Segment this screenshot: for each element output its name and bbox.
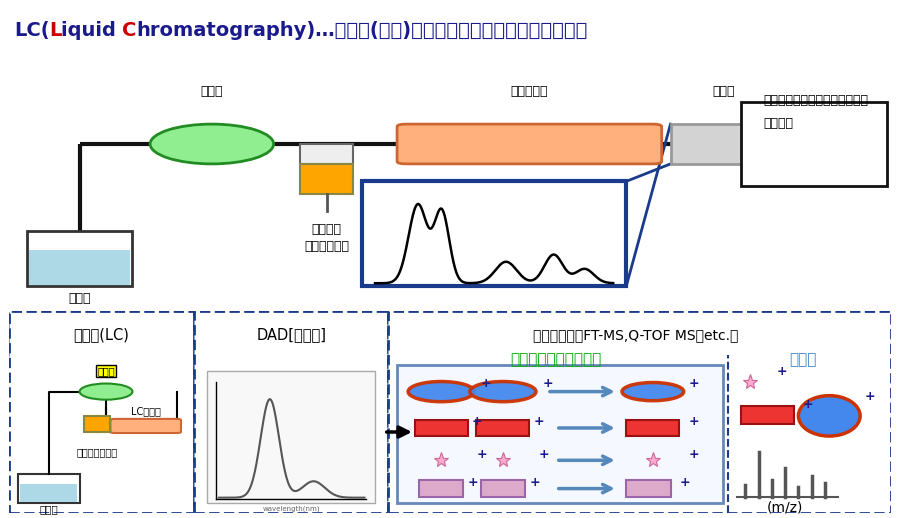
FancyBboxPatch shape <box>741 406 794 424</box>
Text: +: + <box>468 476 478 489</box>
Ellipse shape <box>470 381 536 402</box>
FancyBboxPatch shape <box>397 124 662 164</box>
Text: hromatography)…移動相(液体)を用いて成分を分離分析する方法: hromatography)…移動相(液体)を用いて成分を分離分析する方法 <box>137 21 588 40</box>
FancyBboxPatch shape <box>362 181 626 286</box>
Text: +: + <box>688 415 698 428</box>
Ellipse shape <box>79 383 132 400</box>
Text: サンプル
インジェクタ: サンプル インジェクタ <box>304 223 349 253</box>
FancyBboxPatch shape <box>27 231 132 286</box>
Text: カラム分離: カラム分離 <box>510 85 548 98</box>
FancyBboxPatch shape <box>476 420 529 436</box>
Text: +: + <box>534 415 544 428</box>
FancyBboxPatch shape <box>300 164 353 194</box>
Text: LC(: LC( <box>14 21 50 40</box>
Text: L: L <box>50 21 61 40</box>
FancyBboxPatch shape <box>207 371 375 502</box>
Text: 分離部(LC): 分離部(LC) <box>74 327 130 342</box>
FancyBboxPatch shape <box>21 484 76 502</box>
Text: 渶離液: 渶離液 <box>68 292 91 305</box>
Text: ポンプ: ポンプ <box>97 366 115 377</box>
Text: +: + <box>865 390 875 402</box>
Text: +: + <box>803 398 814 411</box>
Text: +: + <box>529 476 540 489</box>
FancyBboxPatch shape <box>111 419 181 433</box>
Text: DAD[吸光度]: DAD[吸光度] <box>256 327 326 342</box>
Text: (m/z): (m/z) <box>767 501 804 515</box>
Text: +: + <box>680 476 690 489</box>
Text: +: + <box>543 377 553 390</box>
FancyBboxPatch shape <box>9 313 891 355</box>
Text: 目的に応じた検出器と接続し、
成分検出: 目的に応じた検出器と接続し、 成分検出 <box>763 94 868 130</box>
Text: LCカラム: LCカラム <box>130 406 160 416</box>
Text: +: + <box>688 448 698 461</box>
FancyBboxPatch shape <box>194 311 388 513</box>
FancyBboxPatch shape <box>30 250 130 285</box>
FancyBboxPatch shape <box>397 365 724 502</box>
FancyBboxPatch shape <box>481 481 525 497</box>
FancyBboxPatch shape <box>626 481 670 497</box>
FancyBboxPatch shape <box>670 124 785 164</box>
FancyBboxPatch shape <box>415 420 468 436</box>
FancyBboxPatch shape <box>84 416 111 432</box>
FancyBboxPatch shape <box>419 481 464 497</box>
Text: インジェクター: インジェクター <box>76 447 118 457</box>
FancyBboxPatch shape <box>626 420 680 436</box>
Text: +: + <box>481 377 491 390</box>
Ellipse shape <box>798 396 860 436</box>
Ellipse shape <box>622 382 684 401</box>
Text: ポンプ: ポンプ <box>201 85 223 98</box>
FancyBboxPatch shape <box>388 311 891 513</box>
Ellipse shape <box>408 381 474 402</box>
Text: iquid: iquid <box>61 21 123 40</box>
Text: 渶離液: 渶離液 <box>40 504 58 514</box>
Text: +: + <box>472 415 482 428</box>
FancyBboxPatch shape <box>18 474 79 502</box>
Text: 検出部: 検出部 <box>789 352 816 367</box>
Text: +: + <box>538 448 549 461</box>
Text: イオン化・質量分離部: イオン化・質量分離部 <box>510 352 601 367</box>
Text: +: + <box>777 365 787 379</box>
FancyBboxPatch shape <box>741 102 886 186</box>
Text: wavelength(nm): wavelength(nm) <box>263 506 320 512</box>
Text: 質量分析計（FT-MS,Q-TOF MS　etc.）: 質量分析計（FT-MS,Q-TOF MS etc.） <box>533 328 738 342</box>
Text: C: C <box>122 21 137 40</box>
FancyBboxPatch shape <box>300 144 353 164</box>
FancyBboxPatch shape <box>9 311 194 513</box>
Text: +: + <box>476 448 487 461</box>
Text: 検出器: 検出器 <box>712 85 734 98</box>
Ellipse shape <box>150 124 274 164</box>
Text: +: + <box>688 377 698 390</box>
